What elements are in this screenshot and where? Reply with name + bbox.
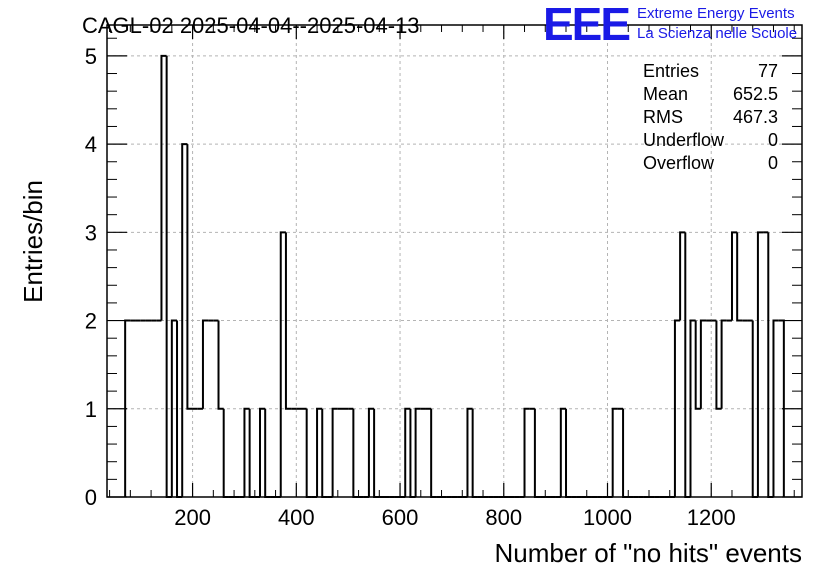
histogram-bin xyxy=(471,408,478,498)
histogram-bin xyxy=(404,407,411,497)
histogram-bin xyxy=(222,408,229,498)
histogram-bin xyxy=(559,407,567,497)
stats-value: 0 xyxy=(768,130,778,150)
tick-label-layer: 200 400 600 800 1000 1200 0 1 2 3 4 5 xyxy=(85,44,736,530)
eee-logo: EEE Extreme Energy Events La Scienza nel… xyxy=(543,0,797,50)
histogram-bin xyxy=(248,408,255,498)
x-tick-label: 1200 xyxy=(687,505,736,530)
x-tick-label: 200 xyxy=(174,505,211,530)
histogram-bin xyxy=(264,408,271,498)
x-tick-label: 1000 xyxy=(583,505,632,530)
histogram-bin xyxy=(689,319,696,497)
histogram-bin xyxy=(699,319,707,409)
y-tick-label: 3 xyxy=(85,220,97,245)
histogram-bin xyxy=(720,319,727,409)
histogram-bin xyxy=(622,408,629,498)
y-tick-label: 2 xyxy=(85,309,97,334)
histogram-layer xyxy=(124,54,785,498)
histogram-bin xyxy=(352,408,359,498)
histogram-bin xyxy=(673,319,681,497)
stats-label: Entries xyxy=(643,61,699,81)
eee-logo-mark: EEE xyxy=(543,0,629,50)
histogram-bin xyxy=(316,407,323,497)
histogram-bin xyxy=(305,408,312,498)
histogram-bin xyxy=(331,407,338,497)
histogram-bin xyxy=(772,319,779,497)
histogram-bin xyxy=(181,143,188,497)
y-tick-label: 0 xyxy=(85,485,97,510)
histogram-bin xyxy=(160,54,167,321)
histogram-bin xyxy=(367,407,375,497)
x-tick-label: 400 xyxy=(278,505,315,530)
histogram-bin xyxy=(430,408,437,498)
histogram-bin xyxy=(756,231,764,497)
stats-label: Mean xyxy=(643,84,688,104)
stats-label: RMS xyxy=(643,107,683,127)
histogram-bin xyxy=(414,407,421,497)
y-axis-title: Entries/bin xyxy=(18,180,48,303)
histogram-bin xyxy=(201,319,209,409)
histogram-bin xyxy=(259,407,266,497)
histogram-bin xyxy=(533,408,541,498)
histogram-bin xyxy=(730,231,738,321)
x-axis-title: Number of "no hits" events xyxy=(495,538,803,568)
histogram-bin xyxy=(736,232,743,322)
eee-logo-line2: La Scienza nelle Scuole xyxy=(637,25,797,42)
histogram-bin xyxy=(243,407,250,497)
stats-value: 652.5 xyxy=(733,84,778,104)
plot-frame xyxy=(106,24,803,498)
histogram-bin xyxy=(565,408,572,498)
histogram-bin xyxy=(279,231,286,497)
histogram-bin xyxy=(466,407,473,497)
y-tick-label: 1 xyxy=(85,397,97,422)
histogram-bin xyxy=(523,407,530,497)
x-tick-label: 600 xyxy=(382,505,419,530)
histogram-bin xyxy=(611,407,618,497)
histogram-bin xyxy=(321,408,328,498)
stats-label: Underflow xyxy=(643,130,725,150)
stats-value: 467.3 xyxy=(733,107,778,127)
x-tick-label: 800 xyxy=(485,505,522,530)
tick-layer xyxy=(107,25,802,498)
histogram-bin xyxy=(694,320,701,410)
histogram-bin xyxy=(284,232,292,410)
y-tick-label: 4 xyxy=(85,132,97,157)
stats-value: 0 xyxy=(768,153,778,173)
stats-label: Overflow xyxy=(643,153,715,173)
grid-layer xyxy=(107,25,802,497)
stats-value: 77 xyxy=(758,61,778,81)
stats-box: Entries 77 Mean 652.5 RMS 467.3 Underflow 0 Over… xyxy=(643,61,778,173)
histogram-bin xyxy=(186,144,193,410)
histogram-bin xyxy=(170,319,178,497)
histogram-bin xyxy=(373,408,380,498)
histogram-bin xyxy=(217,320,224,410)
chart-title: CAGL-02 2025-04-04--2025-04-13 xyxy=(82,13,420,38)
histogram-bin xyxy=(679,231,686,321)
histogram-bin xyxy=(715,320,722,410)
y-tick-label: 5 xyxy=(85,44,97,69)
eee-logo-line1: Extreme Energy Events xyxy=(637,5,795,22)
